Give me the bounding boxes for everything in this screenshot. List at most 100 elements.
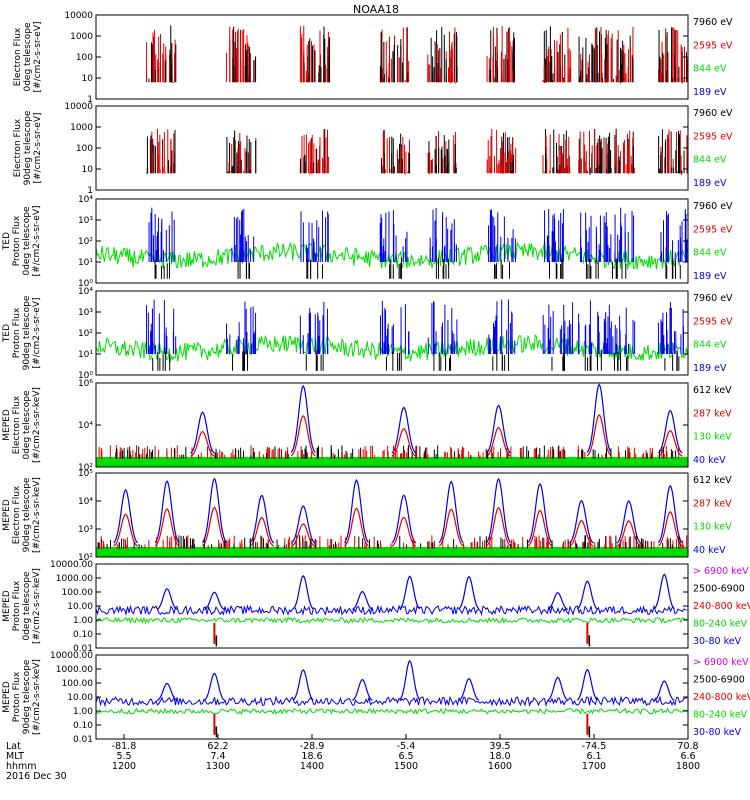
series-287 <box>391 516 417 547</box>
y-tick-label: 0.10 <box>73 721 93 731</box>
legend-entry: 612 keV <box>693 385 732 396</box>
legend-entry: 189 eV <box>693 271 727 282</box>
legend-entry: 2595 eV <box>693 40 733 51</box>
series-40 <box>343 479 369 543</box>
y-tick-label: 1000 <box>70 32 93 42</box>
legend-entry: 80-240 keV <box>693 710 748 721</box>
y-tick-label: 1.00 <box>73 707 93 717</box>
y-axis-label: TED <box>2 232 12 251</box>
date-label: 2016 Dec 30 <box>6 771 67 782</box>
y-tick-label: 1 <box>87 95 93 105</box>
y-axis-label: 90deg telescope <box>22 477 32 552</box>
x-tick-label: -74.5 <box>582 741 607 752</box>
legend-entry: 189 eV <box>693 87 727 98</box>
y-axis-label: Proton Flux <box>12 307 22 358</box>
x-tick-label: 1500 <box>394 761 418 772</box>
y-axis-label: Electron Flux <box>13 118 23 177</box>
panel-frame <box>95 198 689 284</box>
legend-entry: 240-800 keV <box>693 601 750 612</box>
y-axis-label: [#/cm2-s-sr-eV] <box>32 206 42 277</box>
x-tick-label: 5.5 <box>116 751 131 762</box>
y-axis-label: MEPED <box>2 590 12 622</box>
legend-entry: 7960 eV <box>693 201 733 212</box>
y-axis-label: Electron Flux <box>12 395 22 454</box>
x-tick-label: -5.4 <box>397 741 416 752</box>
series-30-80 <box>399 659 421 701</box>
y-tick-label: 10⁴ <box>78 421 93 431</box>
series-30-80 <box>156 588 178 610</box>
x-tick-label: 6.6 <box>680 751 695 762</box>
y-axis-label: [#/cm2-s-sr-eV] <box>33 22 43 93</box>
legend-entry: 7960 eV <box>693 293 733 304</box>
y-tick-label: 0.01 <box>73 735 93 745</box>
y-axis-label: [#/cm2-s-sr-keV] <box>32 477 42 553</box>
legend-entry: 2595 eV <box>693 131 733 142</box>
y-axis-label: 0deg telescope <box>22 571 32 641</box>
y-tick-label: 10⁴ <box>78 287 93 297</box>
series-287 <box>202 506 227 547</box>
series-40 <box>657 484 683 544</box>
series-40 <box>586 383 612 453</box>
x-tick-label: -81.8 <box>112 741 137 752</box>
y-tick-label: 10000.00 <box>50 560 93 570</box>
legend-entry: 844 eV <box>693 248 727 259</box>
series-40 <box>569 499 594 544</box>
panel-3: 10⁰ 10¹ 10² 10³ 10⁴ TED Proton Flux 0deg telesc… <box>2 195 733 289</box>
series-287 <box>569 519 594 547</box>
y-axis-label: Electron Flux <box>12 485 22 544</box>
panel-4: 10⁰ 10¹ 10² 10³ 10⁴ TED Proton Flux 90deg teles… <box>2 287 733 381</box>
y-tick-label: 10³ <box>78 308 93 318</box>
y-axis-label: Proton Flux <box>12 671 22 722</box>
y-axis-label: 0deg telescope <box>23 22 33 92</box>
panel-2: 1 10 100 1000 10000 Electron Flux 90deg telesc… <box>13 102 733 196</box>
legend-entry: 130 keV <box>693 432 732 443</box>
y-tick-label: 100 <box>76 144 93 154</box>
y-tick-label: 10000 <box>64 11 93 21</box>
series-40 <box>290 384 316 453</box>
series-30-80 <box>399 575 421 610</box>
x-tick-label: 70.8 <box>677 741 698 752</box>
legend-entry: 2500-6900 <box>693 675 745 686</box>
y-axis-label: 90deg telescope <box>22 295 32 370</box>
y-axis-label: MEPED <box>2 499 12 531</box>
series-30-80 <box>96 604 688 617</box>
x-row-label: hhmm <box>6 761 37 772</box>
y-axis-label: Proton Flux <box>12 215 22 266</box>
panel-1: 1 10 100 1000 10000 Electron Flux 0deg telesco… <box>13 11 733 105</box>
series-287 <box>657 511 683 547</box>
legend-entry: 2595 eV <box>693 224 733 235</box>
y-tick-label: 10⁵ <box>78 469 93 479</box>
series-287 <box>586 414 612 457</box>
series-30-80 <box>653 680 675 701</box>
series-40 <box>527 482 553 544</box>
y-axis-label: [#/cm2-s-sr-eV] <box>32 298 42 369</box>
series-30-80 <box>352 678 373 701</box>
x-row-label: MLT <box>6 751 24 762</box>
y-tick-label: 10000 <box>64 102 93 112</box>
y-axis-label: 90deg telescope <box>22 659 32 734</box>
y-axis-label: [#/cm2-s-sr-keV] <box>32 659 42 735</box>
legend-entry: 189 eV <box>693 178 727 189</box>
legend-entry: 612 keV <box>693 475 732 486</box>
panel-8-series <box>96 659 688 738</box>
y-axis-label: [#/cm2-s-sr-keV] <box>32 387 42 463</box>
x-tick-label: 18.6 <box>301 751 322 762</box>
series-30-80 <box>352 590 373 611</box>
y-axis-label: [#/cm2-s-sr-keV] <box>32 568 42 644</box>
legend-entry: 2500-6900 <box>693 584 745 595</box>
y-tick-label: 10² <box>78 237 93 247</box>
series-40 <box>391 494 417 544</box>
legend-entry: 30-80 keV <box>693 636 742 647</box>
y-tick-label: 10.00 <box>67 602 93 612</box>
y-tick-label: 10³ <box>78 216 93 226</box>
panel-frame <box>95 654 689 740</box>
y-tick-label: 1000 <box>70 123 93 133</box>
series-30-80 <box>547 676 569 701</box>
series-287 <box>344 507 369 547</box>
x-tick-label: 1800 <box>676 761 700 772</box>
y-axis-label: Electron Flux <box>13 27 23 86</box>
series-30-80 <box>653 573 675 610</box>
legend-entry: 189 eV <box>693 363 727 374</box>
y-tick-label: 0.01 <box>73 644 93 654</box>
